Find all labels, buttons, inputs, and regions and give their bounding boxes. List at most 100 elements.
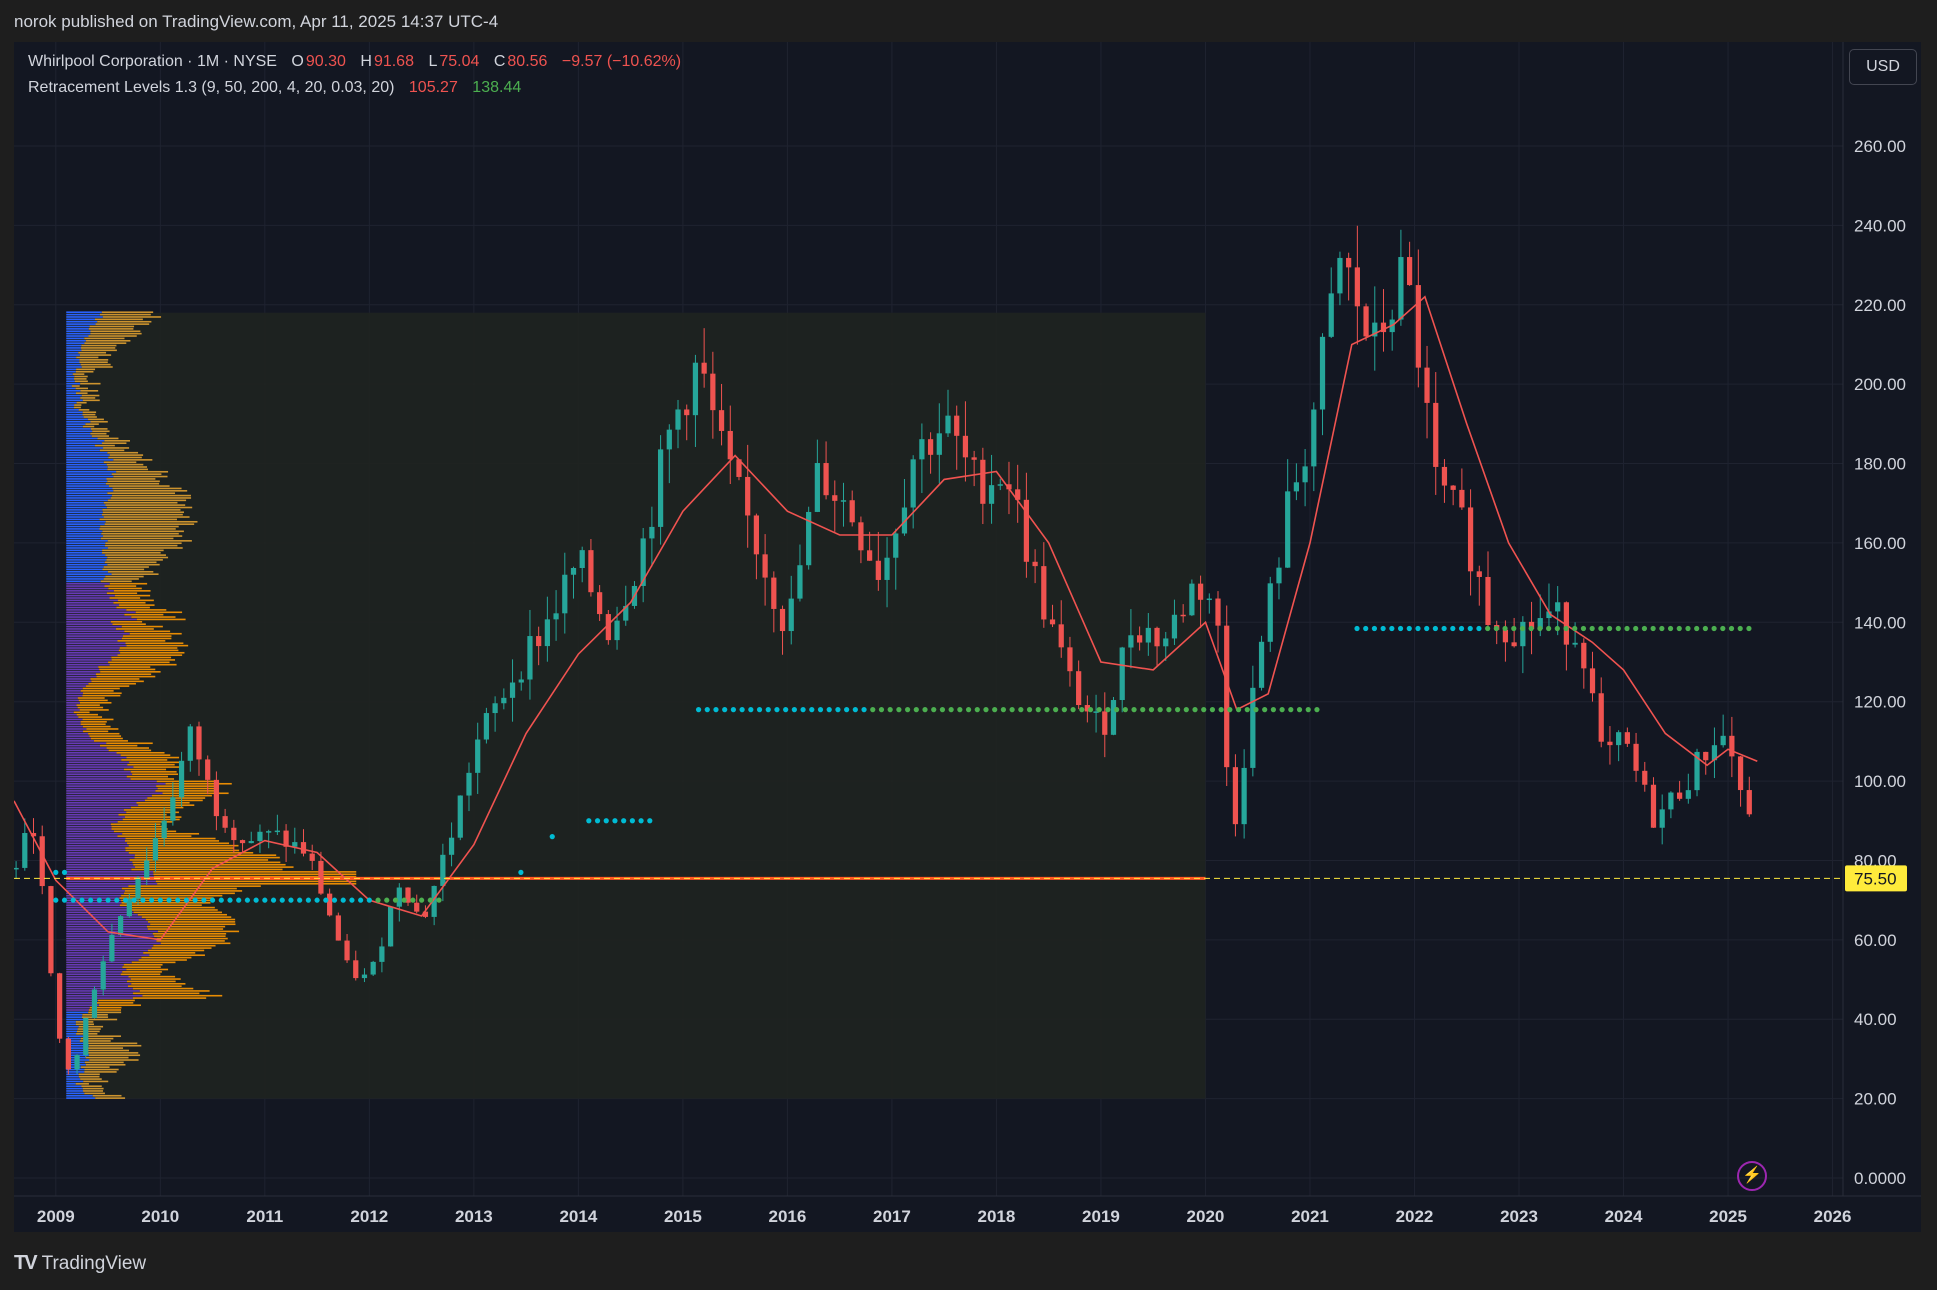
volume-profile-bar-inner — [66, 349, 82, 352]
retracement-dot — [366, 897, 372, 903]
volume-profile-bar-outer — [83, 1047, 124, 1049]
publish-header: norok published on TradingView.com, Apr … — [14, 12, 499, 31]
volume-profile-bar-inner — [66, 1025, 79, 1028]
lightning-icon[interactable]: ⚡ — [1737, 1161, 1767, 1191]
volume-profile-bar-inner — [66, 854, 135, 856]
price-chart[interactable]: 260.00 240.00 220.00 200.00 180.00 160.00 140.… — [14, 42, 1921, 1232]
retracement-dot — [1270, 707, 1276, 713]
chart-frame[interactable]: 260.00 240.00 220.00 200.00 180.00 160.00 140.… — [14, 42, 1921, 1232]
candle-body — [1250, 687, 1256, 768]
candle-body — [649, 526, 655, 539]
volume-profile-bar-inner — [66, 840, 126, 842]
volume-profile-bar-outer — [85, 685, 130, 687]
retracement-dot — [739, 707, 745, 713]
candle-body — [1363, 306, 1369, 337]
volume-profile-bar-outer — [105, 542, 182, 545]
candle-body — [849, 500, 855, 523]
volume-profile-bar-inner — [66, 590, 114, 592]
retracement-dot — [183, 897, 190, 903]
volume-profile-bar-outer — [87, 418, 104, 421]
retracement-dot — [1450, 625, 1456, 632]
volume-profile-bar-outer — [78, 1073, 100, 1076]
volume-profile-bar-inner — [66, 992, 133, 995]
volume-profile-bar-inner — [66, 1030, 78, 1033]
volume-profile-bar-inner — [66, 628, 116, 630]
volume-profile-bar-inner — [66, 756, 127, 759]
indicator-name[interactable]: Retracement Levels 1.3 (9, 50, 200, 4, 2… — [28, 79, 395, 96]
retracement-dot — [896, 707, 902, 713]
candle-body — [48, 886, 54, 974]
retracement-dot — [765, 707, 771, 713]
volume-profile-bar-outer — [101, 532, 179, 535]
volume-profile-bar-inner — [66, 782, 166, 785]
volume-profile-bar-outer — [136, 802, 190, 804]
volume-profile-bar-inner — [66, 699, 79, 702]
volume-profile-bar-outer — [80, 690, 114, 692]
volume-profile-bar-inner — [66, 618, 137, 621]
volume-profile-bar-inner — [66, 342, 85, 344]
volume-profile-bar-outer — [147, 921, 236, 923]
candle-body — [1346, 257, 1352, 268]
volume-profile-bar-outer — [119, 904, 202, 907]
retracement-dot — [1528, 625, 1534, 632]
volume-profile-bar-outer — [118, 599, 154, 602]
candle-body — [1528, 621, 1535, 630]
candle-body — [448, 837, 455, 855]
volume-profile-bar-outer — [102, 509, 181, 511]
symbol-name[interactable]: Whirlpool Corporation · 1M · NYSE — [28, 53, 277, 70]
candle-body — [1476, 571, 1482, 577]
x-axis-tick-label: 2025 — [1709, 1207, 1747, 1226]
retracement-dot — [922, 707, 928, 713]
retracement-dot — [201, 897, 207, 903]
volume-profile-bar-outer — [88, 1044, 142, 1047]
volume-profile-bar-outer — [98, 666, 151, 668]
candle-body — [553, 613, 559, 620]
volume-profile-bar-outer — [102, 551, 161, 554]
volume-profile-bar-inner — [66, 337, 85, 340]
retracement-dot — [410, 897, 416, 903]
volume-profile-bar-outer — [76, 356, 99, 359]
candle-body — [562, 574, 568, 614]
volume-profile-bar-outer — [110, 823, 161, 826]
volume-profile-bar-inner — [66, 359, 80, 361]
candle-body — [980, 459, 986, 504]
candle-body — [1067, 647, 1073, 672]
volume-profile-bar-outer — [138, 959, 187, 961]
retracement-dot — [297, 897, 303, 903]
candle-body — [1407, 257, 1413, 286]
volume-profile-bar-outer — [154, 935, 226, 937]
volume-profile-bar-outer — [102, 530, 184, 533]
x-axis-tick-label: 2012 — [350, 1207, 388, 1226]
volume-profile-bar-outer — [138, 804, 195, 806]
retracement-dot — [1157, 707, 1163, 713]
volume-profile-bar-inner — [66, 768, 124, 771]
retracement-dot — [948, 707, 954, 713]
retracement-dot — [983, 707, 989, 713]
volume-profile-bar-outer — [100, 580, 132, 583]
retracement-dot — [157, 897, 163, 903]
candle-body — [640, 538, 646, 586]
volume-profile-bar-outer — [85, 423, 99, 425]
volume-profile-bar-inner — [66, 380, 75, 383]
retracement-dot — [774, 707, 780, 713]
candle-body — [718, 410, 725, 431]
currency-button[interactable]: USD — [1849, 49, 1917, 85]
candle-body — [1441, 466, 1448, 486]
candle-body — [1232, 767, 1239, 825]
volume-profile-bar-inner — [66, 932, 153, 935]
low-value: 75.04 — [439, 53, 480, 70]
volume-profile-bar-inner — [66, 601, 114, 604]
volume-profile-bar-outer — [73, 711, 90, 714]
volume-profile-bar-inner — [66, 1047, 84, 1049]
x-axis-tick-label: 2013 — [455, 1207, 493, 1226]
volume-profile-bar-inner — [66, 704, 77, 706]
volume-profile-bar-inner — [66, 671, 101, 673]
candle-body — [475, 739, 481, 773]
volume-profile-bar-outer — [150, 923, 236, 926]
volume-profile-bar-outer — [102, 535, 183, 537]
retracement-dot — [826, 707, 832, 713]
retracement-dot — [53, 897, 59, 903]
retracement-dot — [392, 897, 399, 903]
retracement-dot — [61, 897, 68, 903]
volume-profile-bar-inner — [66, 844, 129, 847]
